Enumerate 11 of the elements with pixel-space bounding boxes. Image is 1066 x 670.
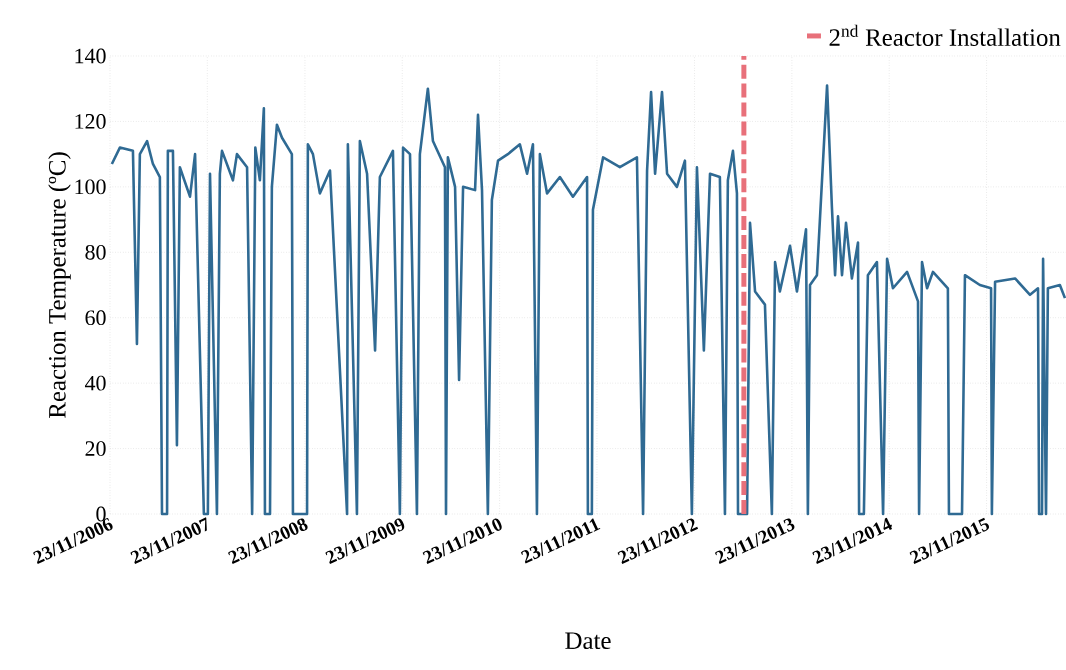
y-axis-title: Reaction Temperature (ºC) — [48, 152, 71, 418]
y-tick-label: 80 — [85, 244, 106, 260]
y-tick-label: 20 — [85, 441, 106, 456]
legend-label: 2$^{nd}$ Reactor Installation — [829, 24, 1061, 46]
y-tick-label: 140 — [75, 48, 106, 64]
y-tick-label: 100 — [75, 179, 106, 195]
y-tick-label: 60 — [85, 310, 106, 326]
x-axis-title: Date — [565, 632, 611, 650]
line-series — [110, 84, 1066, 516]
y-tick-label: 40 — [84, 375, 106, 391]
y-tick-label: 120 — [75, 114, 106, 129]
